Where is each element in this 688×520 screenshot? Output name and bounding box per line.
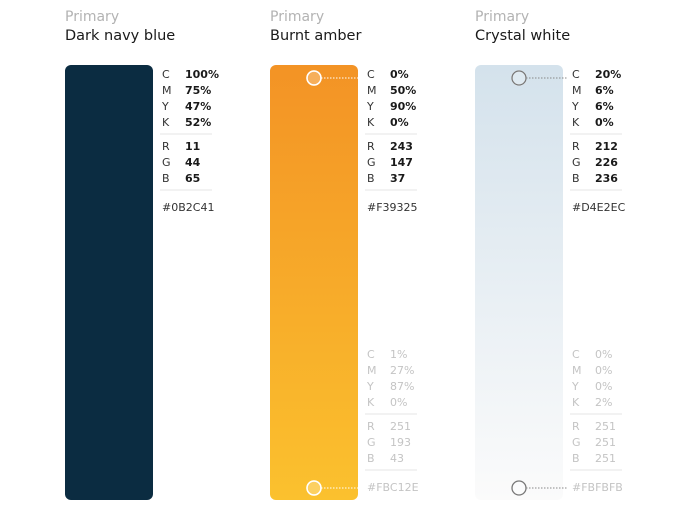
channel-key: B — [572, 172, 580, 185]
channel-value: 11 — [185, 140, 200, 153]
channel-value: 0% — [595, 116, 614, 129]
channel-value: 43 — [390, 452, 404, 465]
channel-value: 147 — [390, 156, 413, 169]
color-values: C 100% M 75% Y 47% K 52% R 11 G 44 B 65 #0B2C41 — [160, 68, 219, 214]
channel-key: M — [367, 84, 377, 97]
channel-key: C — [367, 68, 375, 81]
channel-value: 20% — [595, 68, 621, 81]
channel-value: 0% — [595, 348, 612, 361]
channel-key: G — [572, 156, 581, 169]
color-column: Primary Crystal white C 20% M 6% Y 6% K 0% R 212 G 22… — [475, 9, 626, 500]
channel-value: 90% — [390, 100, 416, 113]
channel-value: 226 — [595, 156, 618, 169]
color-values: C 0% M 50% Y 90% K 0% R 243 G 147 B 37 #F39325 — [365, 68, 418, 214]
channel-value: 87% — [390, 380, 414, 393]
color-swatch — [65, 65, 153, 500]
channel-key: Y — [571, 380, 579, 393]
channel-key: K — [367, 116, 375, 129]
channel-key: C — [572, 68, 580, 81]
channel-value: 251 — [595, 420, 616, 433]
channel-key: B — [162, 172, 170, 185]
channel-key: R — [572, 140, 580, 153]
channel-value: 47% — [185, 100, 211, 113]
color-name: Burnt amber — [270, 28, 361, 44]
channel-key: B — [367, 172, 375, 185]
channel-value: 251 — [595, 436, 616, 449]
channel-key: G — [572, 436, 581, 449]
channel-key: M — [572, 364, 582, 377]
channel-key: C — [572, 348, 580, 361]
channel-value: 193 — [390, 436, 411, 449]
channel-value: 0% — [390, 116, 409, 129]
color-swatch — [270, 65, 358, 500]
channel-value: 251 — [390, 420, 411, 433]
channel-key: Y — [366, 380, 374, 393]
channel-key: K — [367, 396, 375, 409]
channel-value: 251 — [595, 452, 616, 465]
channel-key: G — [162, 156, 171, 169]
channel-key: R — [367, 420, 375, 433]
channel-key: G — [367, 156, 376, 169]
channel-value: 50% — [390, 84, 416, 97]
channel-key: R — [162, 140, 170, 153]
color-category: Primary — [65, 9, 119, 25]
hex-code: #0B2C41 — [162, 201, 214, 214]
channel-key: K — [572, 396, 580, 409]
color-values: C 0% M 0% Y 0% K 2% R 251 G 251 B 251 #FBFBFB — [570, 348, 623, 494]
channel-value: 1% — [390, 348, 407, 361]
channel-value: 27% — [390, 364, 414, 377]
channel-key: M — [367, 364, 377, 377]
channel-value: 0% — [595, 364, 612, 377]
color-swatch — [475, 65, 563, 500]
color-category: Primary — [270, 9, 324, 25]
channel-key: G — [367, 436, 376, 449]
channel-value: 6% — [595, 84, 614, 97]
channel-key: R — [572, 420, 580, 433]
channel-value: 2% — [595, 396, 612, 409]
channel-value: 6% — [595, 100, 614, 113]
channel-key: B — [367, 452, 375, 465]
channel-value: 0% — [595, 380, 612, 393]
channel-key: Y — [161, 100, 169, 113]
channel-key: K — [162, 116, 170, 129]
hex-code: #F39325 — [367, 201, 418, 214]
hex-code: #FBC12E — [367, 481, 419, 494]
color-name: Dark navy blue — [65, 28, 175, 44]
channel-key: R — [367, 140, 375, 153]
channel-value: 0% — [390, 68, 409, 81]
hex-code: #D4E2EC — [572, 201, 626, 214]
hex-code: #FBFBFB — [572, 481, 623, 494]
channel-key: M — [162, 84, 172, 97]
color-column: Primary Burnt amber C 0% M 50% Y 90% K 0% R 243 G 147… — [270, 9, 419, 500]
color-values: C 1% M 27% Y 87% K 0% R 251 G 193 B 43 #FBC12E — [365, 348, 419, 494]
color-column: Primary Dark navy blue C 100% M 75% Y 47% K 52% R 1… — [65, 9, 219, 500]
channel-key: K — [572, 116, 580, 129]
channel-key: Y — [366, 100, 374, 113]
color-values: C 20% M 6% Y 6% K 0% R 212 G 226 B 236 #D4E2EC — [570, 68, 626, 214]
channel-value: 75% — [185, 84, 211, 97]
channel-value: 52% — [185, 116, 211, 129]
channel-key: Y — [571, 100, 579, 113]
channel-value: 243 — [390, 140, 413, 153]
channel-key: C — [367, 348, 375, 361]
color-name: Crystal white — [475, 28, 570, 44]
channel-key: B — [572, 452, 580, 465]
channel-value: 100% — [185, 68, 219, 81]
channel-value: 37 — [390, 172, 405, 185]
channel-key: C — [162, 68, 170, 81]
channel-value: 0% — [390, 396, 407, 409]
channel-value: 212 — [595, 140, 618, 153]
channel-value: 65 — [185, 172, 200, 185]
color-category: Primary — [475, 9, 529, 25]
channel-value: 44 — [185, 156, 201, 169]
channel-value: 236 — [595, 172, 618, 185]
channel-key: M — [572, 84, 582, 97]
